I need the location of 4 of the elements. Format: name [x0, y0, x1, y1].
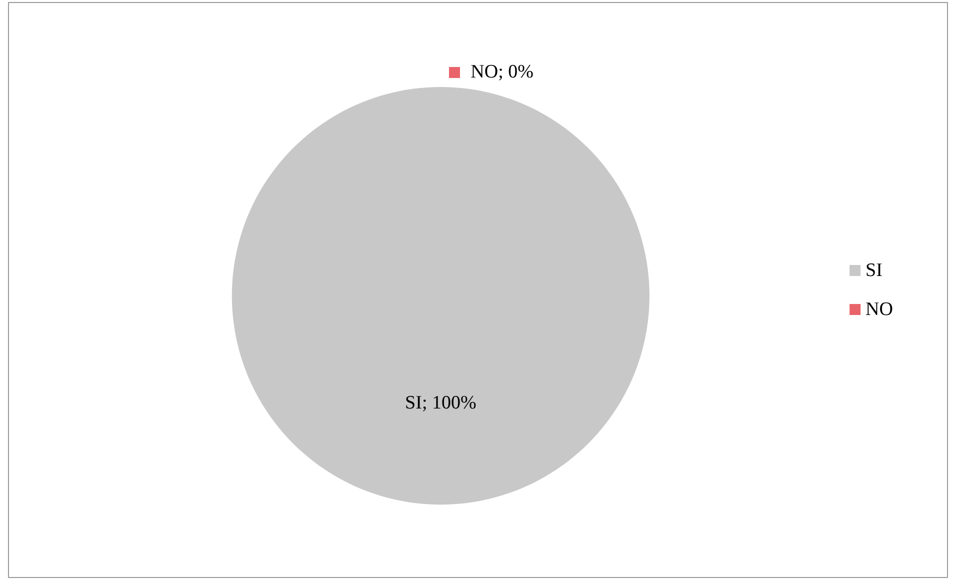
text: NO; 0% — [470, 62, 534, 82]
legend-label: SI — [866, 260, 882, 281]
data-label: SI; 100% — [405, 392, 476, 414]
legend-label: NO — [866, 299, 894, 320]
